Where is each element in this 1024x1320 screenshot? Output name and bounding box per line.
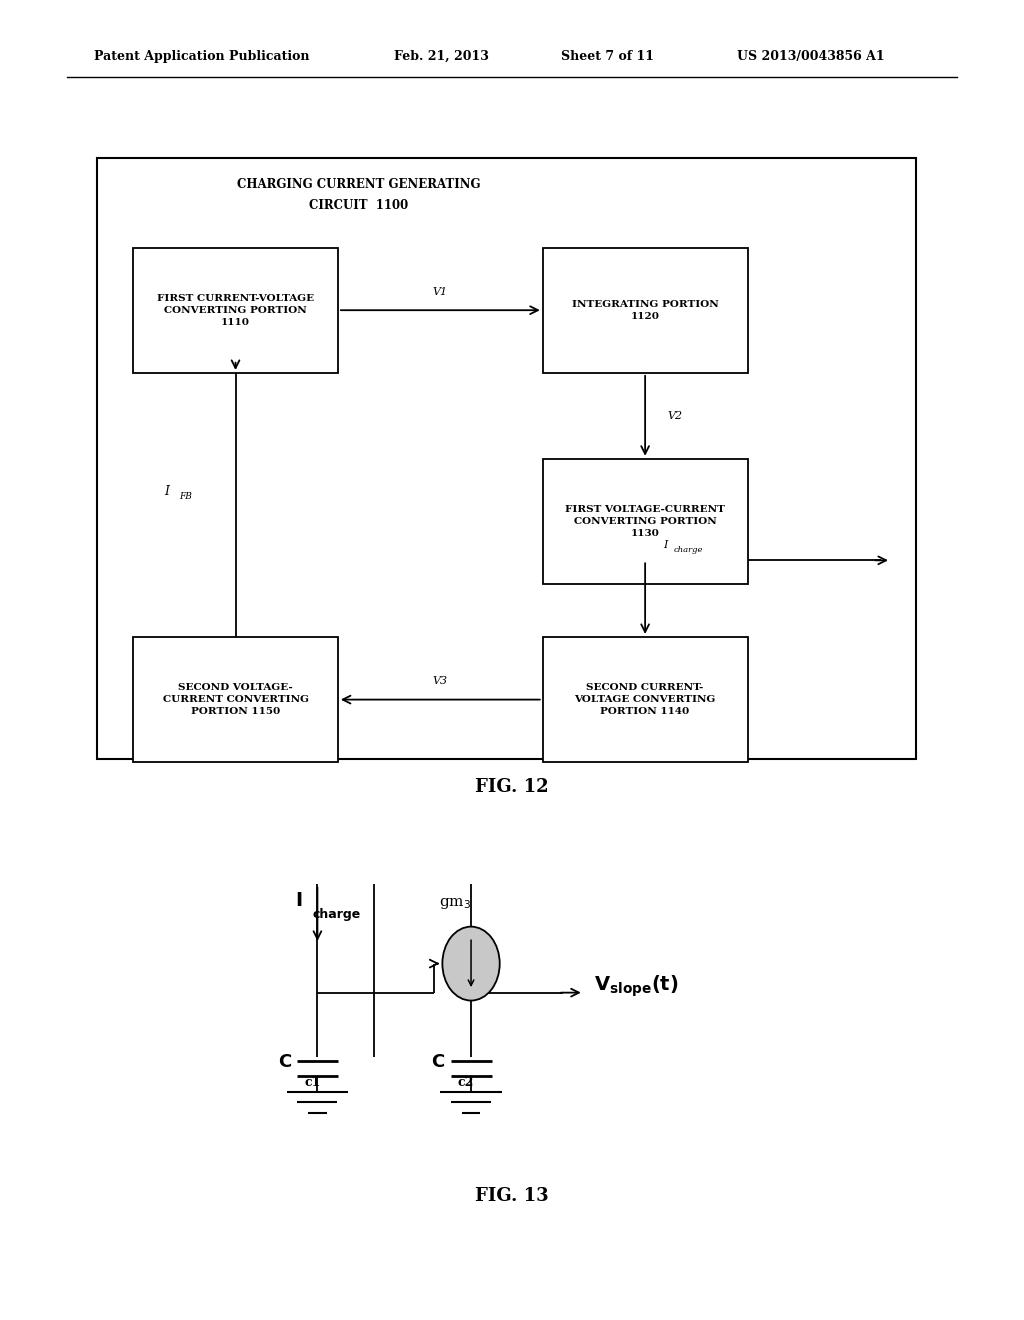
Text: FIRST VOLTAGE-CURRENT
CONVERTING PORTION
1130: FIRST VOLTAGE-CURRENT CONVERTING PORTION…: [565, 504, 725, 539]
Text: I: I: [164, 486, 169, 498]
Text: US 2013/0043856 A1: US 2013/0043856 A1: [737, 50, 885, 63]
Text: V2: V2: [668, 411, 683, 421]
Text: V1: V1: [433, 286, 447, 297]
Text: I: I: [295, 891, 302, 909]
Text: charge: charge: [312, 908, 360, 921]
Text: SECOND CURRENT-
VOLTAGE CONVERTING
PORTION 1140: SECOND CURRENT- VOLTAGE CONVERTING PORTI…: [574, 682, 716, 717]
Text: FIRST CURRENT-VOLTAGE
CONVERTING PORTION
1110: FIRST CURRENT-VOLTAGE CONVERTING PORTION…: [157, 293, 314, 327]
Text: INTEGRATING PORTION
1120: INTEGRATING PORTION 1120: [571, 300, 719, 321]
Text: c1: c1: [304, 1077, 321, 1089]
Text: Patent Application Publication: Patent Application Publication: [94, 50, 309, 63]
Text: I: I: [664, 540, 668, 549]
Circle shape: [442, 927, 500, 1001]
Bar: [133, 248, 338, 372]
Text: $\mathbf{C}$: $\mathbf{C}$: [278, 1053, 292, 1071]
Text: CIRCUIT  1100: CIRCUIT 1100: [309, 199, 408, 213]
Text: gm$_3$: gm$_3$: [438, 896, 471, 911]
Text: Sheet 7 of 11: Sheet 7 of 11: [561, 50, 654, 63]
Bar: [97, 158, 916, 759]
Text: FB: FB: [179, 492, 193, 502]
Text: FIG. 12: FIG. 12: [475, 777, 549, 796]
Text: $\mathbf{C}$: $\mathbf{C}$: [431, 1053, 445, 1071]
Text: c2: c2: [458, 1077, 474, 1089]
Text: charge: charge: [674, 545, 703, 554]
Text: Feb. 21, 2013: Feb. 21, 2013: [394, 50, 489, 63]
Text: V3: V3: [433, 676, 447, 686]
Text: FIG. 13: FIG. 13: [475, 1187, 549, 1205]
Text: SECOND VOLTAGE-
CURRENT CONVERTING
PORTION 1150: SECOND VOLTAGE- CURRENT CONVERTING PORTI…: [163, 682, 308, 717]
Bar: [543, 248, 748, 372]
Bar: [543, 638, 748, 763]
Bar: [543, 459, 748, 583]
Bar: [133, 638, 338, 763]
Text: CHARGING CURRENT GENERATING: CHARGING CURRENT GENERATING: [237, 178, 480, 191]
Text: $\mathbf{V}_{\mathbf{slope}}\mathbf{(t)}$: $\mathbf{V}_{\mathbf{slope}}\mathbf{(t)}…: [594, 973, 679, 999]
